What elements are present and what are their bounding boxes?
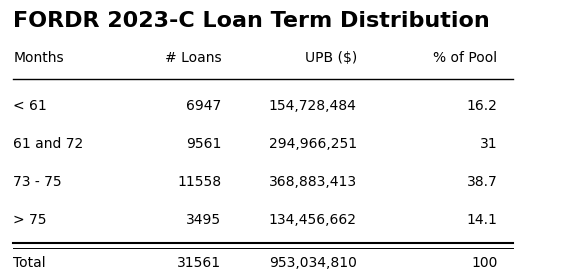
Text: Total: Total <box>13 257 46 270</box>
Text: 31: 31 <box>480 137 498 151</box>
Text: 9561: 9561 <box>186 137 221 151</box>
Text: < 61: < 61 <box>13 99 47 113</box>
Text: % of Pool: % of Pool <box>433 51 498 65</box>
Text: 16.2: 16.2 <box>466 99 498 113</box>
Text: 100: 100 <box>471 257 498 270</box>
Text: FORDR 2023-C Loan Term Distribution: FORDR 2023-C Loan Term Distribution <box>13 11 490 31</box>
Text: 953,034,810: 953,034,810 <box>269 257 357 270</box>
Text: > 75: > 75 <box>13 213 47 227</box>
Text: 61 and 72: 61 and 72 <box>13 137 83 151</box>
Text: 73 - 75: 73 - 75 <box>13 175 62 189</box>
Text: 14.1: 14.1 <box>466 213 498 227</box>
Text: 6947: 6947 <box>186 99 221 113</box>
Text: 3495: 3495 <box>186 213 221 227</box>
Text: 154,728,484: 154,728,484 <box>269 99 357 113</box>
Text: 134,456,662: 134,456,662 <box>269 213 357 227</box>
Text: 31561: 31561 <box>177 257 221 270</box>
Text: 11558: 11558 <box>177 175 221 189</box>
Text: 368,883,413: 368,883,413 <box>268 175 357 189</box>
Text: # Loans: # Loans <box>165 51 221 65</box>
Text: 294,966,251: 294,966,251 <box>268 137 357 151</box>
Text: 38.7: 38.7 <box>467 175 498 189</box>
Text: UPB ($): UPB ($) <box>304 51 357 65</box>
Text: Months: Months <box>13 51 64 65</box>
